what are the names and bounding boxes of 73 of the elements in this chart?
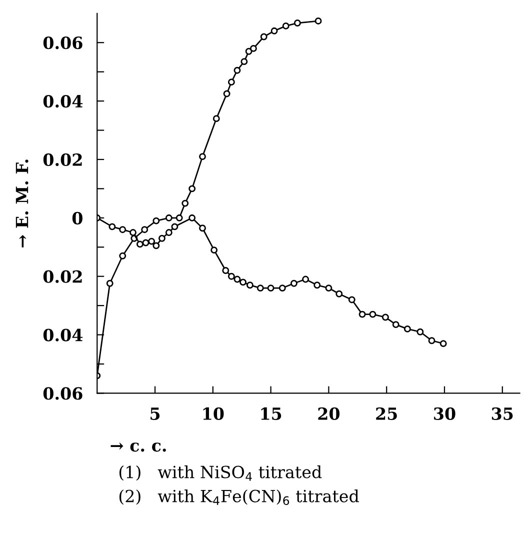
point [428,337,436,344]
y-tick-label: 0.02 [43,153,82,166]
point [234,66,241,74]
point [358,310,366,318]
x-tick-label: 10 [203,407,224,420]
y-tick-label: 0.02 [43,270,82,283]
point [314,282,321,289]
point [119,226,126,234]
point [188,185,196,192]
point [234,276,241,283]
point [182,200,189,207]
y-tick-label: 0.06 [43,36,82,50]
point [250,44,257,52]
y-axis-title: → E. M. F. [16,160,28,248]
point [165,214,172,222]
point [152,242,160,250]
point [240,278,246,286]
point [348,296,356,304]
point [106,280,114,287]
point [199,224,206,232]
point [240,58,248,66]
y-tick-label: 0.06 [43,387,82,400]
point [130,229,136,236]
x-tick-label: 30 [434,407,456,420]
point [282,22,290,30]
point [290,280,298,287]
point [158,234,166,242]
point [440,340,447,348]
point [223,90,230,98]
point [212,115,220,122]
point [152,217,160,224]
text: (2) with K$_{4}$Fe(CN)$_{6}$ titrated [119,489,359,506]
x-axis-title: → c. c. [110,442,166,452]
point [416,328,424,336]
point [278,284,286,292]
y-tick-label: 0 [72,212,82,224]
point [199,153,206,160]
point [382,314,389,321]
x-tick-label: 5 [150,408,160,420]
point [302,276,310,283]
point [176,214,183,222]
point [246,282,254,289]
point [142,239,150,246]
point [222,267,230,274]
x-tick-label: 25 [376,407,397,420]
point [210,246,218,254]
text: (1) with NiSO$_{4}$ titrated [119,465,322,481]
point [228,78,235,86]
point [136,240,144,248]
point [314,18,322,24]
point [119,252,126,260]
point [325,284,332,292]
point [294,20,301,26]
point [141,226,148,234]
point [392,321,400,328]
point [404,325,411,332]
y-tick-label: 0.04 [43,94,83,108]
point [369,310,376,318]
x-tick-label: 20 [318,407,340,420]
point [336,290,343,298]
point [165,229,172,236]
point [256,284,264,292]
point [108,223,116,230]
y-tick-label: 0.04 [43,328,83,342]
point [148,238,156,245]
x-tick-label: 35 [492,407,513,420]
point [260,33,268,40]
point [171,223,178,230]
point [228,272,235,280]
point [188,214,196,222]
x-tick-label: 15 [261,407,282,420]
point [267,284,274,292]
point [270,27,278,34]
